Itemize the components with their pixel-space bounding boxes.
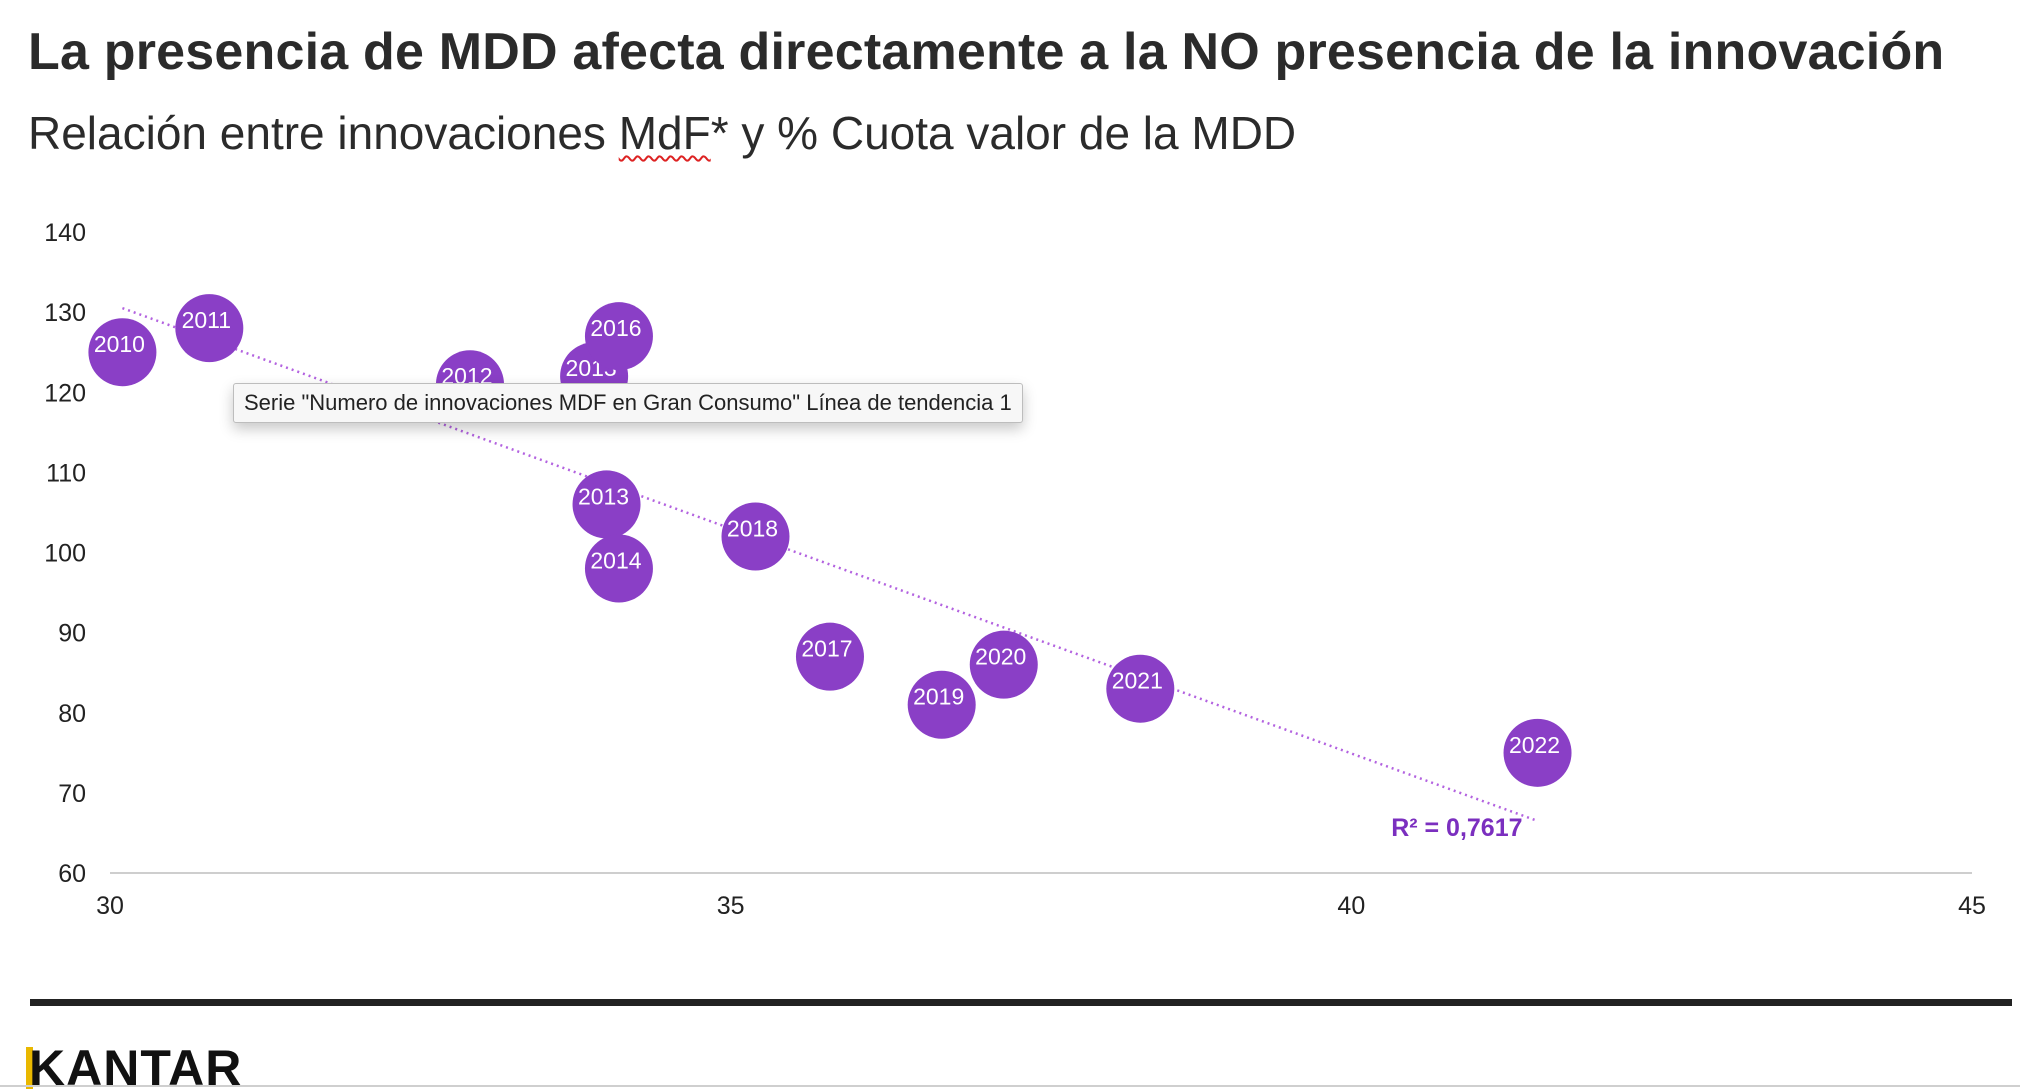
y-tick-label: 110 [46, 459, 86, 487]
y-tick-label: 130 [44, 299, 86, 327]
data-point-label: 2018 [727, 515, 778, 541]
data-point-label: 2016 [590, 315, 641, 341]
data-point [907, 670, 976, 739]
data-point [584, 534, 653, 603]
data-point-label: 2013 [578, 483, 629, 509]
footer-divider [30, 999, 2012, 1006]
data-point [1106, 654, 1175, 723]
x-tick-label: 40 [1337, 892, 1365, 920]
bottom-divider [0, 1085, 2020, 1087]
data-point [795, 622, 864, 691]
y-tick-label: 70 [58, 780, 86, 808]
data-point-label: 2021 [1112, 668, 1163, 694]
y-tick-label: 140 [44, 219, 86, 247]
y-tick-label: 80 [58, 700, 86, 728]
y-tick-label: 60 [58, 860, 86, 888]
data-point [584, 302, 653, 371]
data-point-label: 2011 [182, 307, 231, 333]
data-point [572, 470, 641, 539]
y-tick-label: 90 [58, 620, 86, 648]
subtitle-spellchecked-word: MdF [618, 107, 711, 159]
page-subtitle: Relación entre innovaciones MdF* y % Cuo… [28, 106, 1296, 160]
subtitle-suffix: * y % Cuota valor de la MDD [710, 107, 1297, 159]
trendline [121, 306, 1538, 823]
kantar-logo: KANTAR [26, 1040, 242, 1090]
x-tick-label: 45 [1958, 892, 1986, 920]
data-point-label: 2014 [590, 548, 641, 574]
data-point [88, 318, 157, 387]
y-tick-label: 120 [44, 379, 86, 407]
x-tick-label: 30 [96, 892, 124, 920]
trendline-tooltip: Serie "Numero de innovaciones MDF en Gra… [233, 383, 1023, 423]
data-point [721, 502, 790, 571]
r-squared-label: R² = 0,7617 [1391, 814, 1522, 842]
data-point-label: 2022 [1509, 732, 1560, 758]
data-point-label: 2020 [975, 644, 1026, 670]
data-point-label: 2019 [913, 684, 964, 710]
logo-text: KANTAR [29, 1040, 243, 1090]
data-point [969, 630, 1038, 699]
data-point [175, 294, 244, 363]
data-point [1503, 718, 1572, 787]
scatter-chart: 60 70 80 90 100 110 120 130 140 30 35 40 45 2010 2011 2… [44, 219, 1986, 920]
subtitle-prefix: Relación entre innovaciones [28, 107, 619, 159]
y-tick-label: 100 [44, 540, 86, 568]
page-title: La presencia de MDD afecta directamente … [28, 23, 1945, 81]
data-point-label: 2010 [94, 331, 145, 357]
data-point-label: 2017 [801, 636, 852, 662]
logo-accent-bar [26, 1047, 33, 1089]
x-tick-label: 35 [717, 892, 745, 920]
